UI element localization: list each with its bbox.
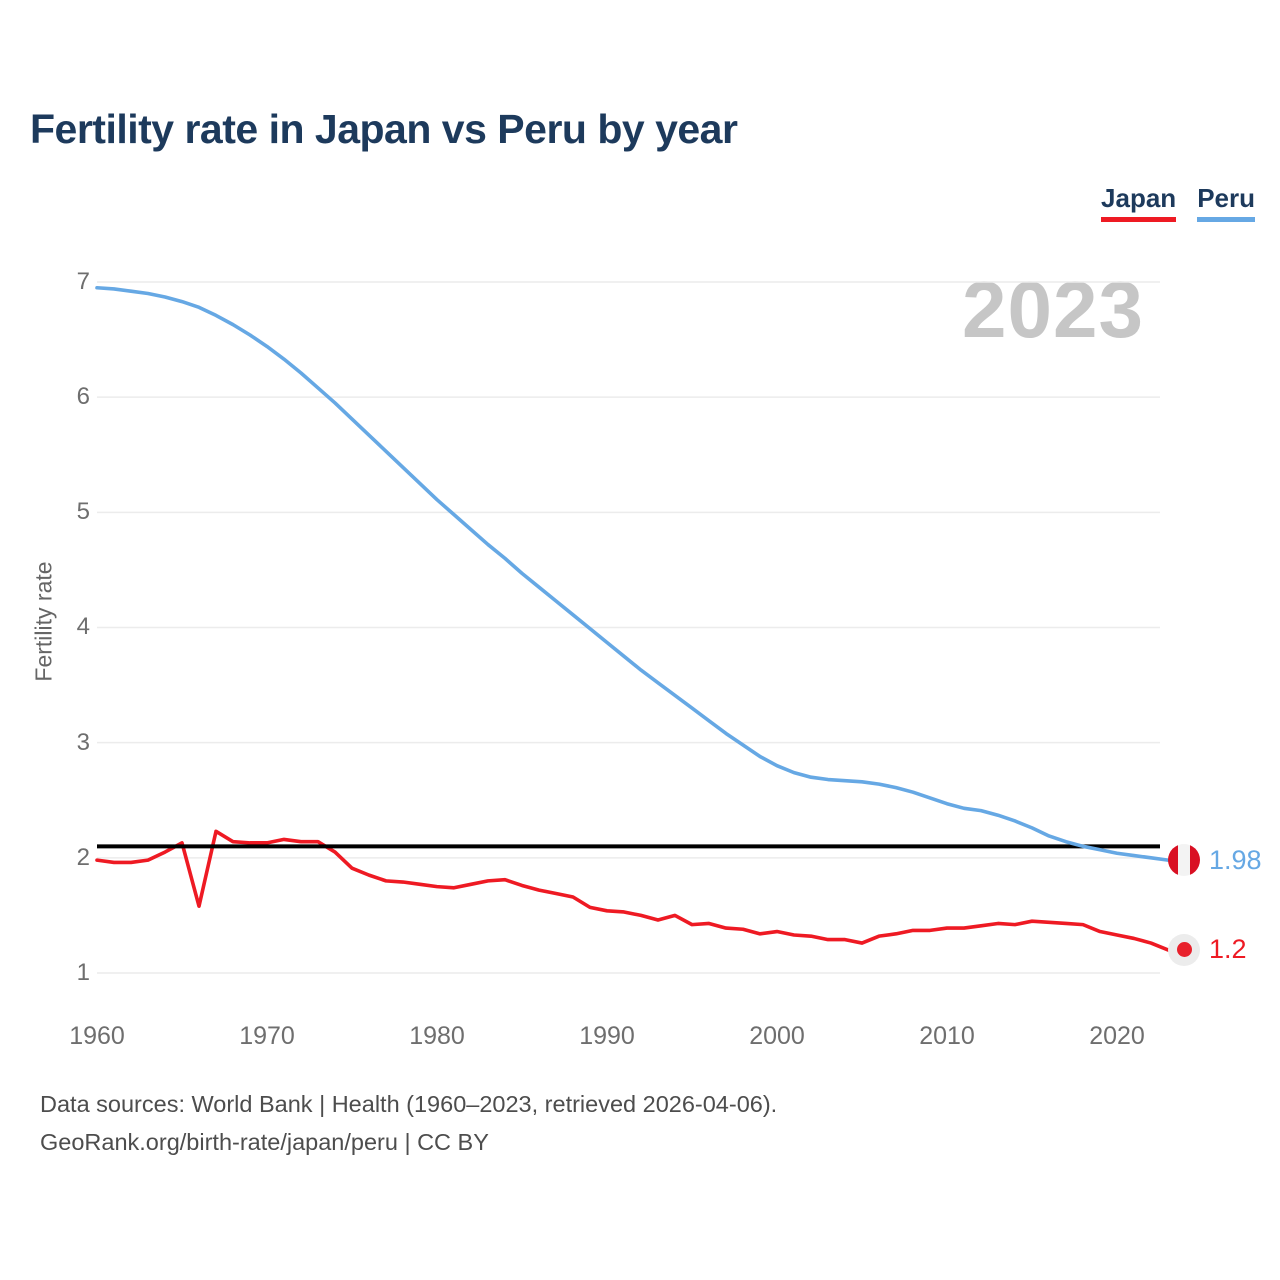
footer-source-line: Data sources: World Bank | Health (1960–… bbox=[40, 1091, 778, 1117]
footer: Data sources: World Bank | Health (1960–… bbox=[40, 1085, 777, 1161]
japan-end-label: 1.2 bbox=[1168, 933, 1247, 966]
y-tick-label: 3 bbox=[76, 728, 90, 756]
japan-flag-icon bbox=[1168, 933, 1200, 966]
peru-end-value: 1.98 bbox=[1209, 844, 1262, 875]
x-tick-label: 2020 bbox=[1089, 1022, 1145, 1050]
legend: Japan Peru bbox=[1101, 184, 1255, 222]
x-tick-label: 1960 bbox=[69, 1022, 125, 1050]
y-tick-label: 1 bbox=[76, 959, 90, 986]
peru-end-label: 1.98 bbox=[1168, 844, 1262, 877]
x-tick-label: 1980 bbox=[409, 1022, 465, 1050]
peru-flag-icon bbox=[1168, 844, 1200, 877]
legend-item-peru[interactable]: Peru bbox=[1197, 184, 1255, 222]
y-tick-label: 2 bbox=[76, 843, 90, 871]
y-tick-label: 6 bbox=[76, 383, 90, 411]
page-title: Fertility rate in Japan vs Peru by year bbox=[30, 106, 738, 152]
peru-series-line bbox=[95, 285, 1170, 862]
x-tick-label: 2000 bbox=[749, 1022, 805, 1050]
x-tick-label: 1970 bbox=[239, 1022, 295, 1050]
japan-series-line bbox=[95, 829, 1170, 952]
japan-end-value: 1.2 bbox=[1209, 934, 1247, 965]
year-watermark: 2023 bbox=[962, 265, 1144, 354]
y-tick-label: 5 bbox=[76, 498, 90, 526]
y-tick-label: 4 bbox=[76, 613, 90, 641]
footer-license-line: GeoRank.org/birth-rate/japan/peru | CC B… bbox=[40, 1129, 489, 1155]
x-tick-label: 2010 bbox=[919, 1022, 975, 1050]
x-tick-label: 1990 bbox=[579, 1022, 635, 1050]
y-tick-label: 7 bbox=[76, 267, 90, 295]
legend-item-japan[interactable]: Japan bbox=[1101, 184, 1177, 222]
